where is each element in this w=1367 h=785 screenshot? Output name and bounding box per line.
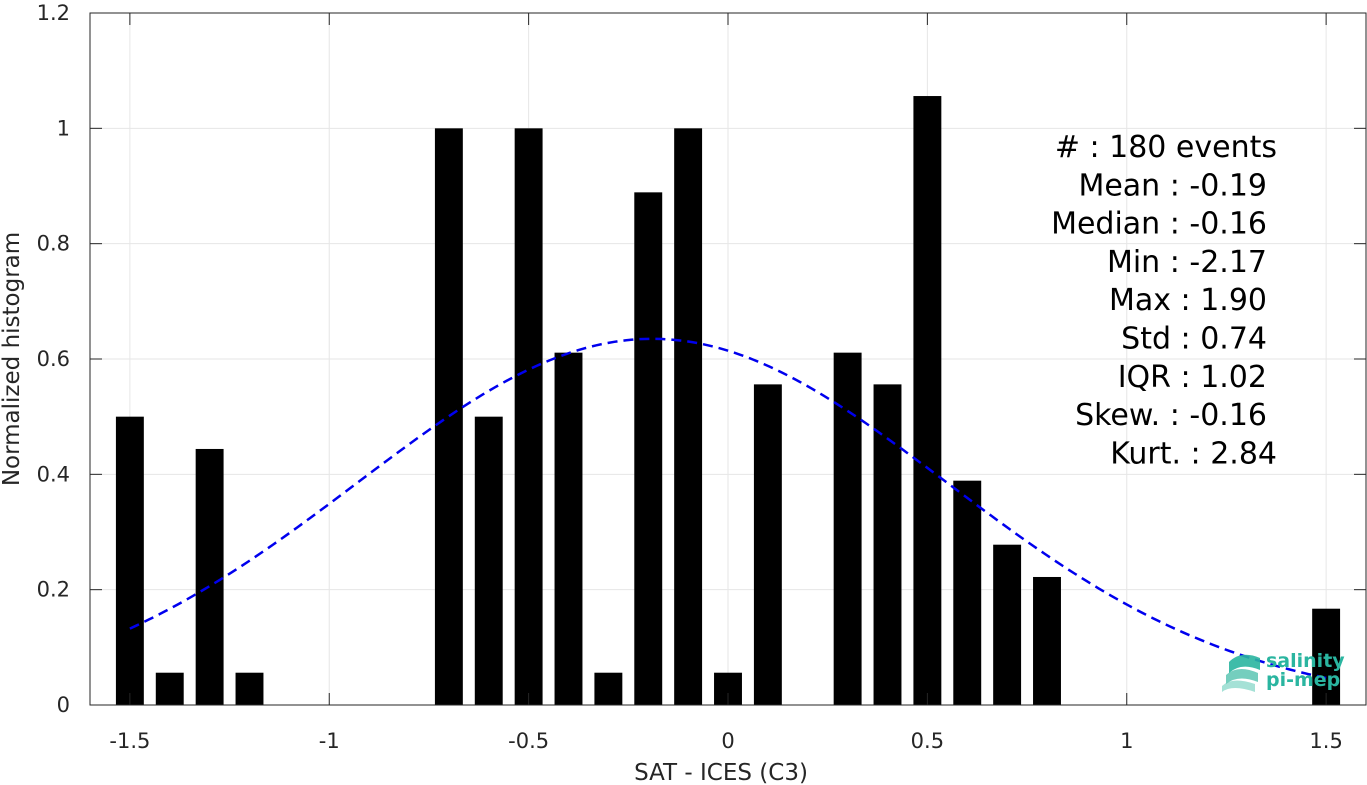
- stats-line-1: Mean : -0.19: [1078, 168, 1267, 203]
- stats-line-8: Kurt. : 2.84: [1110, 436, 1277, 471]
- histogram-bar: [115, 416, 144, 705]
- histogram-bar: [1312, 608, 1341, 705]
- histogram-bar: [514, 128, 543, 706]
- stats-line-7: Skew. : -0.16: [1075, 398, 1267, 433]
- stats-line-5: Std : 0.74: [1121, 322, 1267, 357]
- x-tick-label-4: 0.5: [911, 729, 944, 753]
- histogram-bar: [1033, 576, 1061, 705]
- x-tick-label-2: -0.5: [508, 729, 549, 753]
- histogram-bar: [753, 384, 782, 705]
- histogram-bar: [155, 672, 184, 705]
- y-tick-label-6: 1.2: [37, 1, 70, 25]
- histogram-bar: [993, 544, 1022, 705]
- y-tick-label-0: 0: [57, 693, 70, 717]
- wave-logo-icon: [1222, 654, 1260, 692]
- y-tick-label-2: 0.4: [37, 462, 70, 486]
- histogram-bar: [913, 96, 942, 706]
- stats-line-0: # : 180 events: [1055, 130, 1277, 165]
- histogram-bar: [235, 672, 264, 705]
- stats-line-6: IQR : 1.02: [1118, 360, 1267, 395]
- y-tick-labels: 0 0.2 0.4 0.6 0.8 1 1.2: [37, 1, 70, 717]
- x-tick-label-0: -1.5: [109, 729, 150, 753]
- histogram-bar: [554, 352, 583, 705]
- x-tick-label-6: 1.5: [1309, 729, 1342, 753]
- stats-line-2: Median : -0.16: [1051, 207, 1267, 242]
- axes: [89, 12, 1367, 706]
- stats-line-4: Max : 1.90: [1109, 283, 1267, 318]
- histogram-bar: [674, 128, 703, 706]
- y-tick-label-5: 1: [57, 116, 70, 140]
- x-tick-label-5: 1: [1120, 729, 1133, 753]
- y-tick-label-3: 0.6: [37, 347, 70, 371]
- y-axis-label: Normalized histogram: [0, 232, 25, 486]
- y-tick-label-4: 0.8: [37, 232, 70, 256]
- x-axis-label: SAT - ICES (C3): [634, 760, 808, 785]
- logo-line-1: salinity: [1266, 650, 1345, 672]
- histogram-bar: [594, 672, 623, 705]
- x-tick-label-1: -1: [319, 729, 340, 753]
- x-tick-label-3: 0: [721, 729, 734, 753]
- histogram-bar: [434, 128, 463, 706]
- histogram-bar: [474, 416, 503, 705]
- salinity-pi-mep-logo: salinity pi-mep: [1222, 650, 1345, 692]
- histogram-bar: [195, 448, 224, 705]
- normal-fit-curve: [129, 337, 1327, 680]
- stats-line-3: Min : -2.17: [1107, 245, 1267, 280]
- logo-line-2: pi-mep: [1266, 669, 1340, 691]
- histogram-bar: [953, 480, 982, 705]
- x-tick-labels: -1.5 -1 -0.5 0 0.5 1 1.5: [109, 729, 1342, 753]
- y-tick-label-1: 0.2: [37, 578, 70, 602]
- histogram-bar: [634, 192, 663, 706]
